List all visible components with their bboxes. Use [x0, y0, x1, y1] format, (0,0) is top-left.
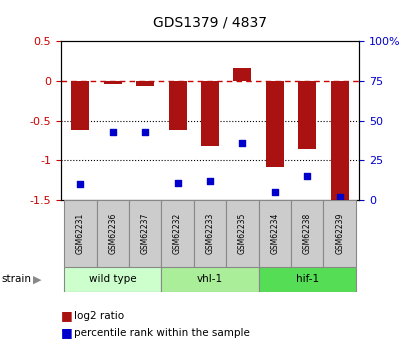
Text: percentile rank within the sample: percentile rank within the sample [74, 328, 249, 338]
Point [207, 178, 213, 184]
Bar [136, 81, 154, 86]
Bar [298, 81, 316, 148]
Point [109, 129, 116, 135]
Bar [97, 200, 129, 267]
Bar [104, 81, 122, 84]
Bar [161, 200, 194, 267]
Bar [291, 200, 323, 267]
Text: GSM62239: GSM62239 [335, 213, 344, 254]
Text: GSM62233: GSM62233 [205, 213, 215, 254]
Bar [226, 200, 259, 267]
Bar [64, 267, 161, 292]
Point [336, 194, 343, 200]
Bar [64, 200, 97, 267]
Bar [266, 81, 284, 167]
Bar [234, 68, 251, 81]
Point [77, 181, 84, 187]
Bar [71, 81, 89, 130]
Point [304, 174, 311, 179]
Text: vhl-1: vhl-1 [197, 275, 223, 284]
Bar [331, 81, 349, 200]
Text: GSM62235: GSM62235 [238, 213, 247, 254]
Text: GSM62238: GSM62238 [303, 213, 312, 254]
Bar [259, 267, 356, 292]
Bar [259, 200, 291, 267]
Text: hif-1: hif-1 [296, 275, 319, 284]
Text: wild type: wild type [89, 275, 136, 284]
Bar [323, 200, 356, 267]
Text: ■: ■ [61, 309, 73, 322]
Text: GSM62232: GSM62232 [173, 213, 182, 254]
Text: GDS1379 / 4837: GDS1379 / 4837 [153, 15, 267, 29]
Point [142, 129, 149, 135]
Bar [201, 81, 219, 146]
Text: log2 ratio: log2 ratio [74, 311, 123, 321]
Point [174, 180, 181, 185]
Text: GSM62237: GSM62237 [141, 213, 150, 254]
Bar [129, 200, 161, 267]
Point [271, 189, 278, 195]
Text: GSM62231: GSM62231 [76, 213, 85, 254]
Text: strain: strain [2, 275, 31, 284]
Bar [194, 200, 226, 267]
Bar [161, 267, 259, 292]
Text: GSM62236: GSM62236 [108, 213, 117, 254]
Text: ■: ■ [61, 326, 73, 339]
Text: ▶: ▶ [33, 275, 41, 284]
Bar [169, 81, 186, 130]
Point [239, 140, 246, 146]
Text: GSM62234: GSM62234 [270, 213, 279, 254]
